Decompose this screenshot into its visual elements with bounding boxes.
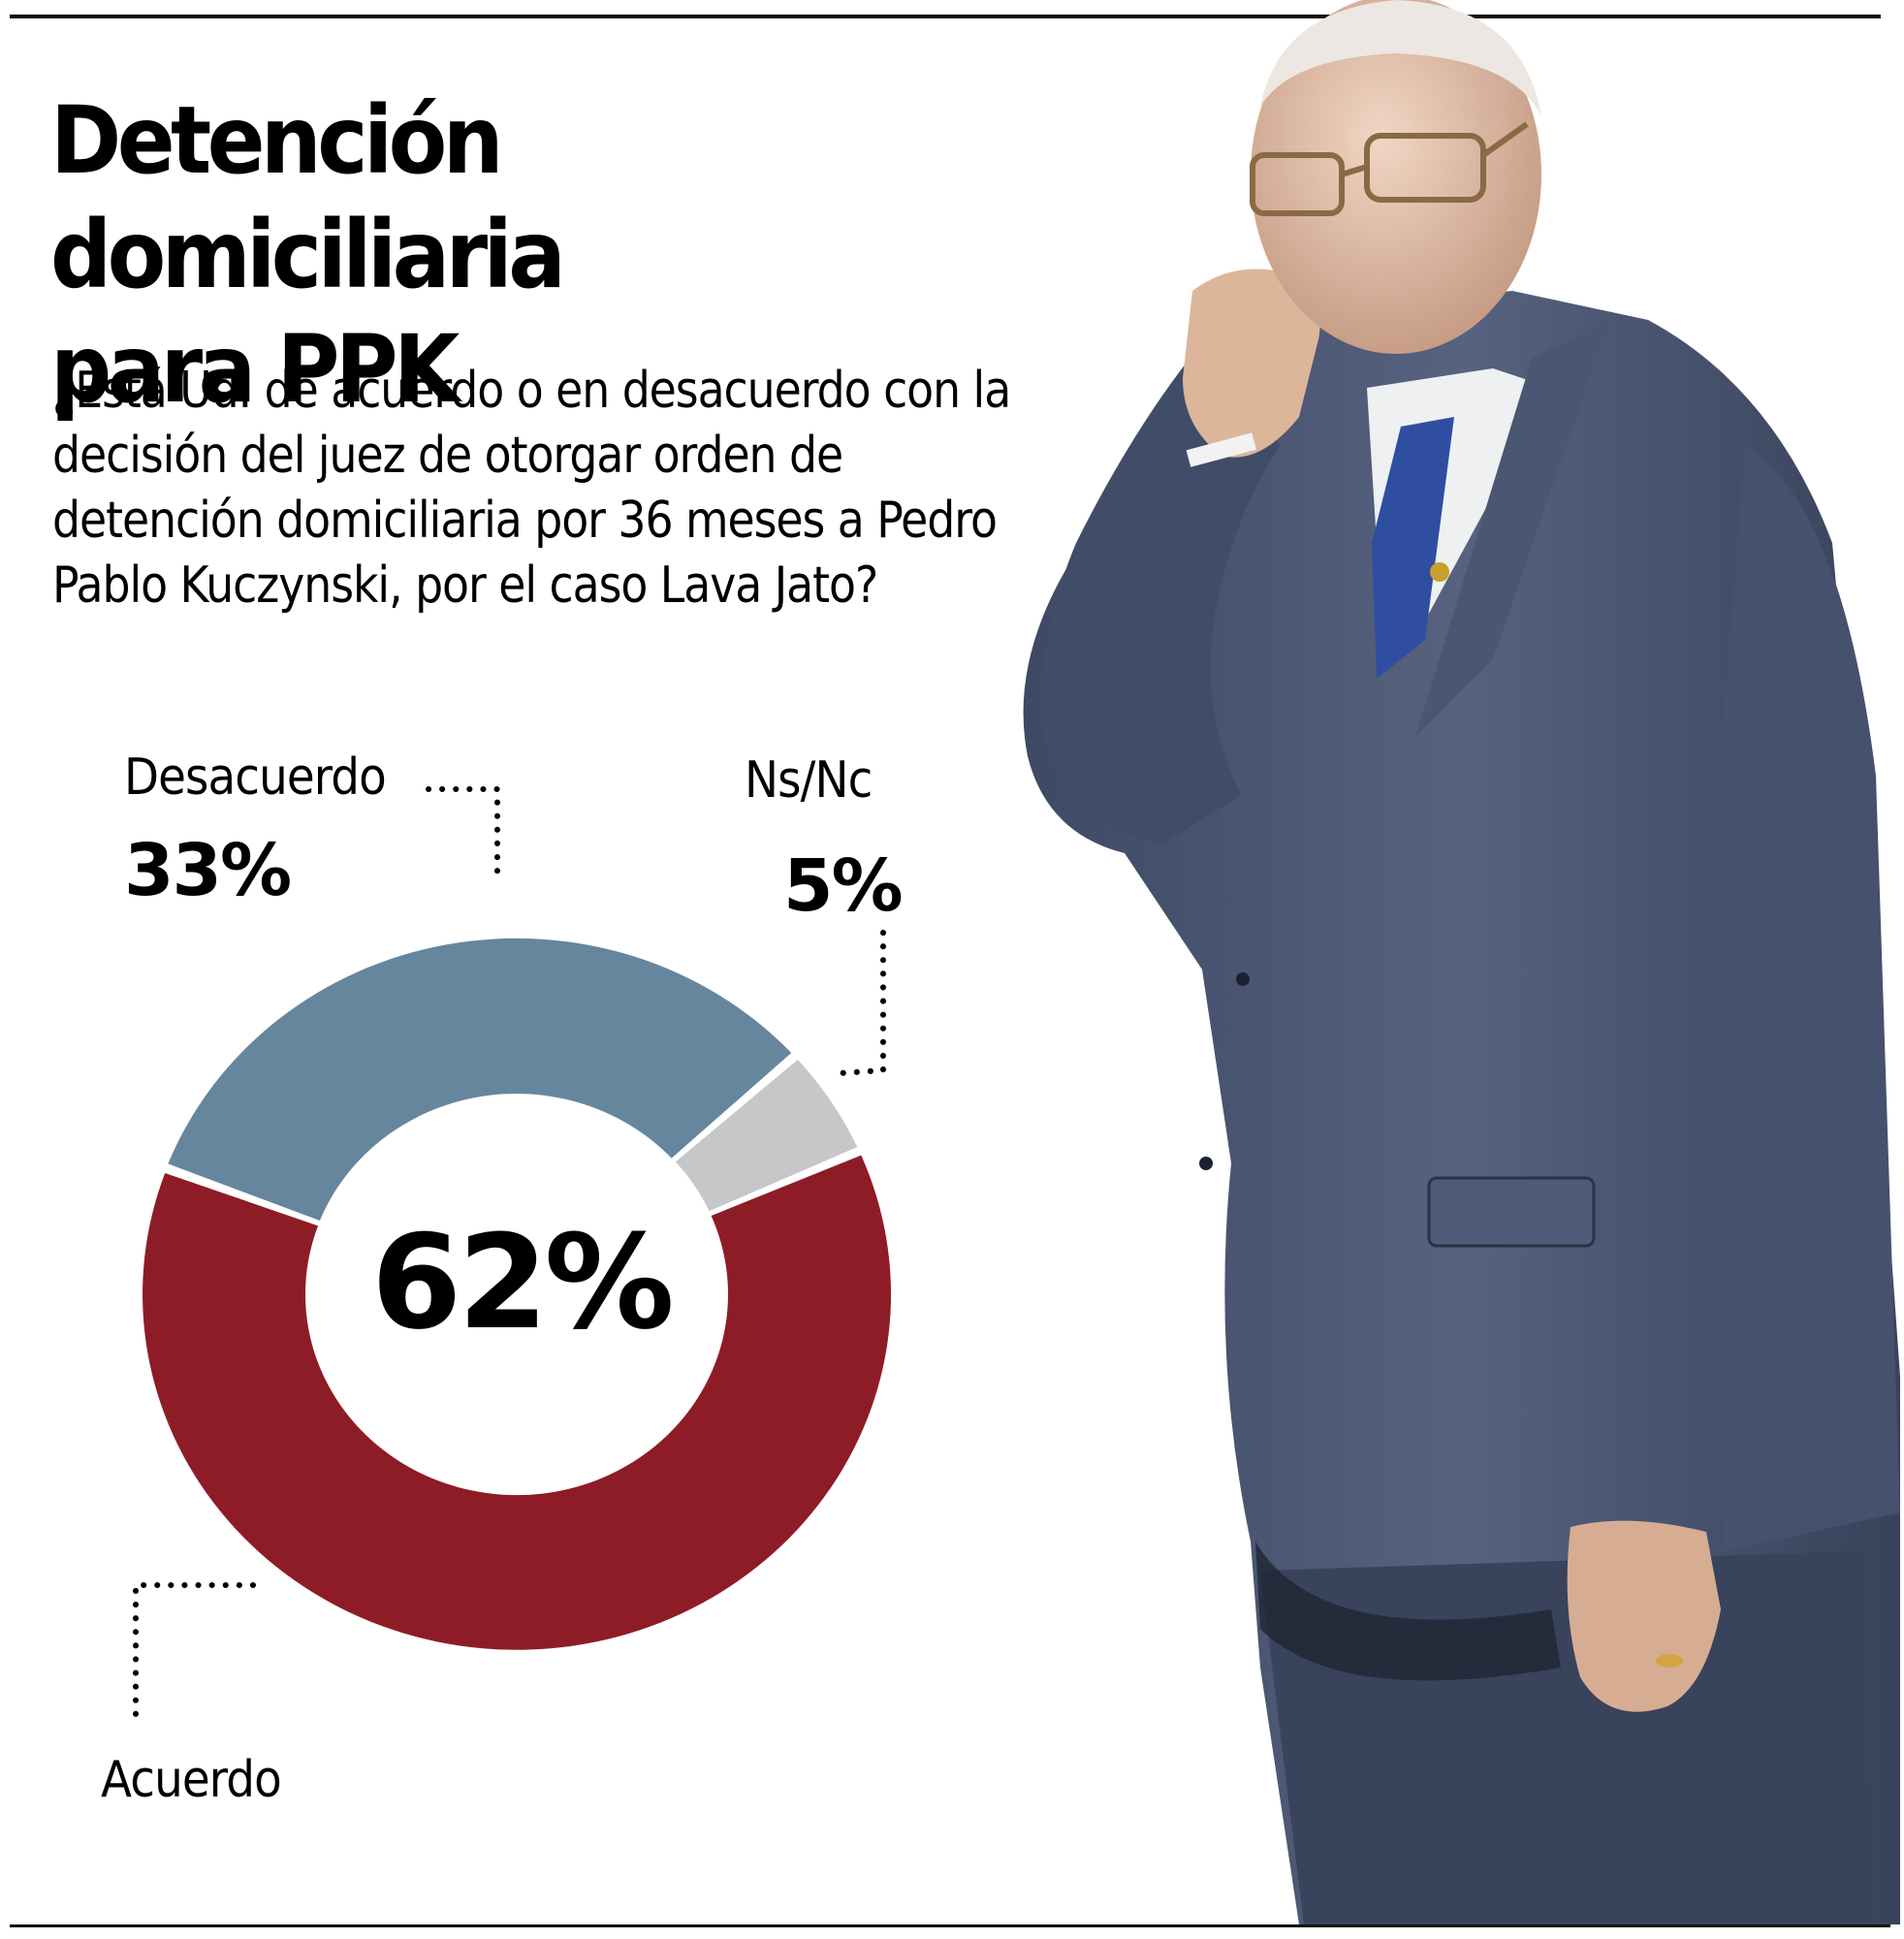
raised-hand	[1183, 269, 1320, 458]
value-acuerdo-center: 62%	[371, 1207, 675, 1358]
trousers	[1260, 1551, 1871, 1924]
label-desacuerdo: Desacuerdo	[124, 748, 387, 807]
title-line-2: para PPK	[50, 315, 460, 424]
ring-icon	[1656, 1654, 1683, 1668]
title-line-1: Detención domiciliaria	[50, 86, 566, 309]
bottom-rule	[10, 1924, 1890, 1927]
page-title: Detención domiciliaria para PPK	[50, 83, 987, 427]
value-desacuerdo: 33%	[124, 829, 292, 912]
donut-chart	[133, 786, 892, 1725]
value-nsnc: 5%	[783, 844, 904, 928]
donut-segment-acuerdo[interactable]	[143, 1155, 892, 1650]
leader-nsnc	[837, 930, 886, 1076]
glasses-icon	[1250, 121, 1529, 216]
suit-jacket	[1023, 291, 1900, 1924]
right-sleeve	[1687, 446, 1900, 1551]
hair	[1260, 0, 1541, 116]
ppk-photo	[1023, 0, 1900, 1924]
tie	[1372, 417, 1454, 679]
leader-desacuerdo	[426, 786, 500, 887]
leader-acuerdo	[133, 1582, 256, 1725]
donut-segment-desacuerdo[interactable]	[168, 938, 792, 1221]
top-rule	[10, 15, 1881, 18]
label-nsnc: Ns/Nc	[745, 751, 873, 810]
lapel-pin-icon	[1430, 562, 1449, 582]
label-acuerdo: Acuerdo	[101, 1751, 282, 1809]
survey-question: ¿Está Ud. de acuerdo o en desacuerdo con…	[52, 362, 1011, 615]
donut-segment-nsnc[interactable]	[675, 1060, 858, 1212]
lower-hand	[1567, 1520, 1721, 1712]
head	[1251, 0, 1541, 354]
